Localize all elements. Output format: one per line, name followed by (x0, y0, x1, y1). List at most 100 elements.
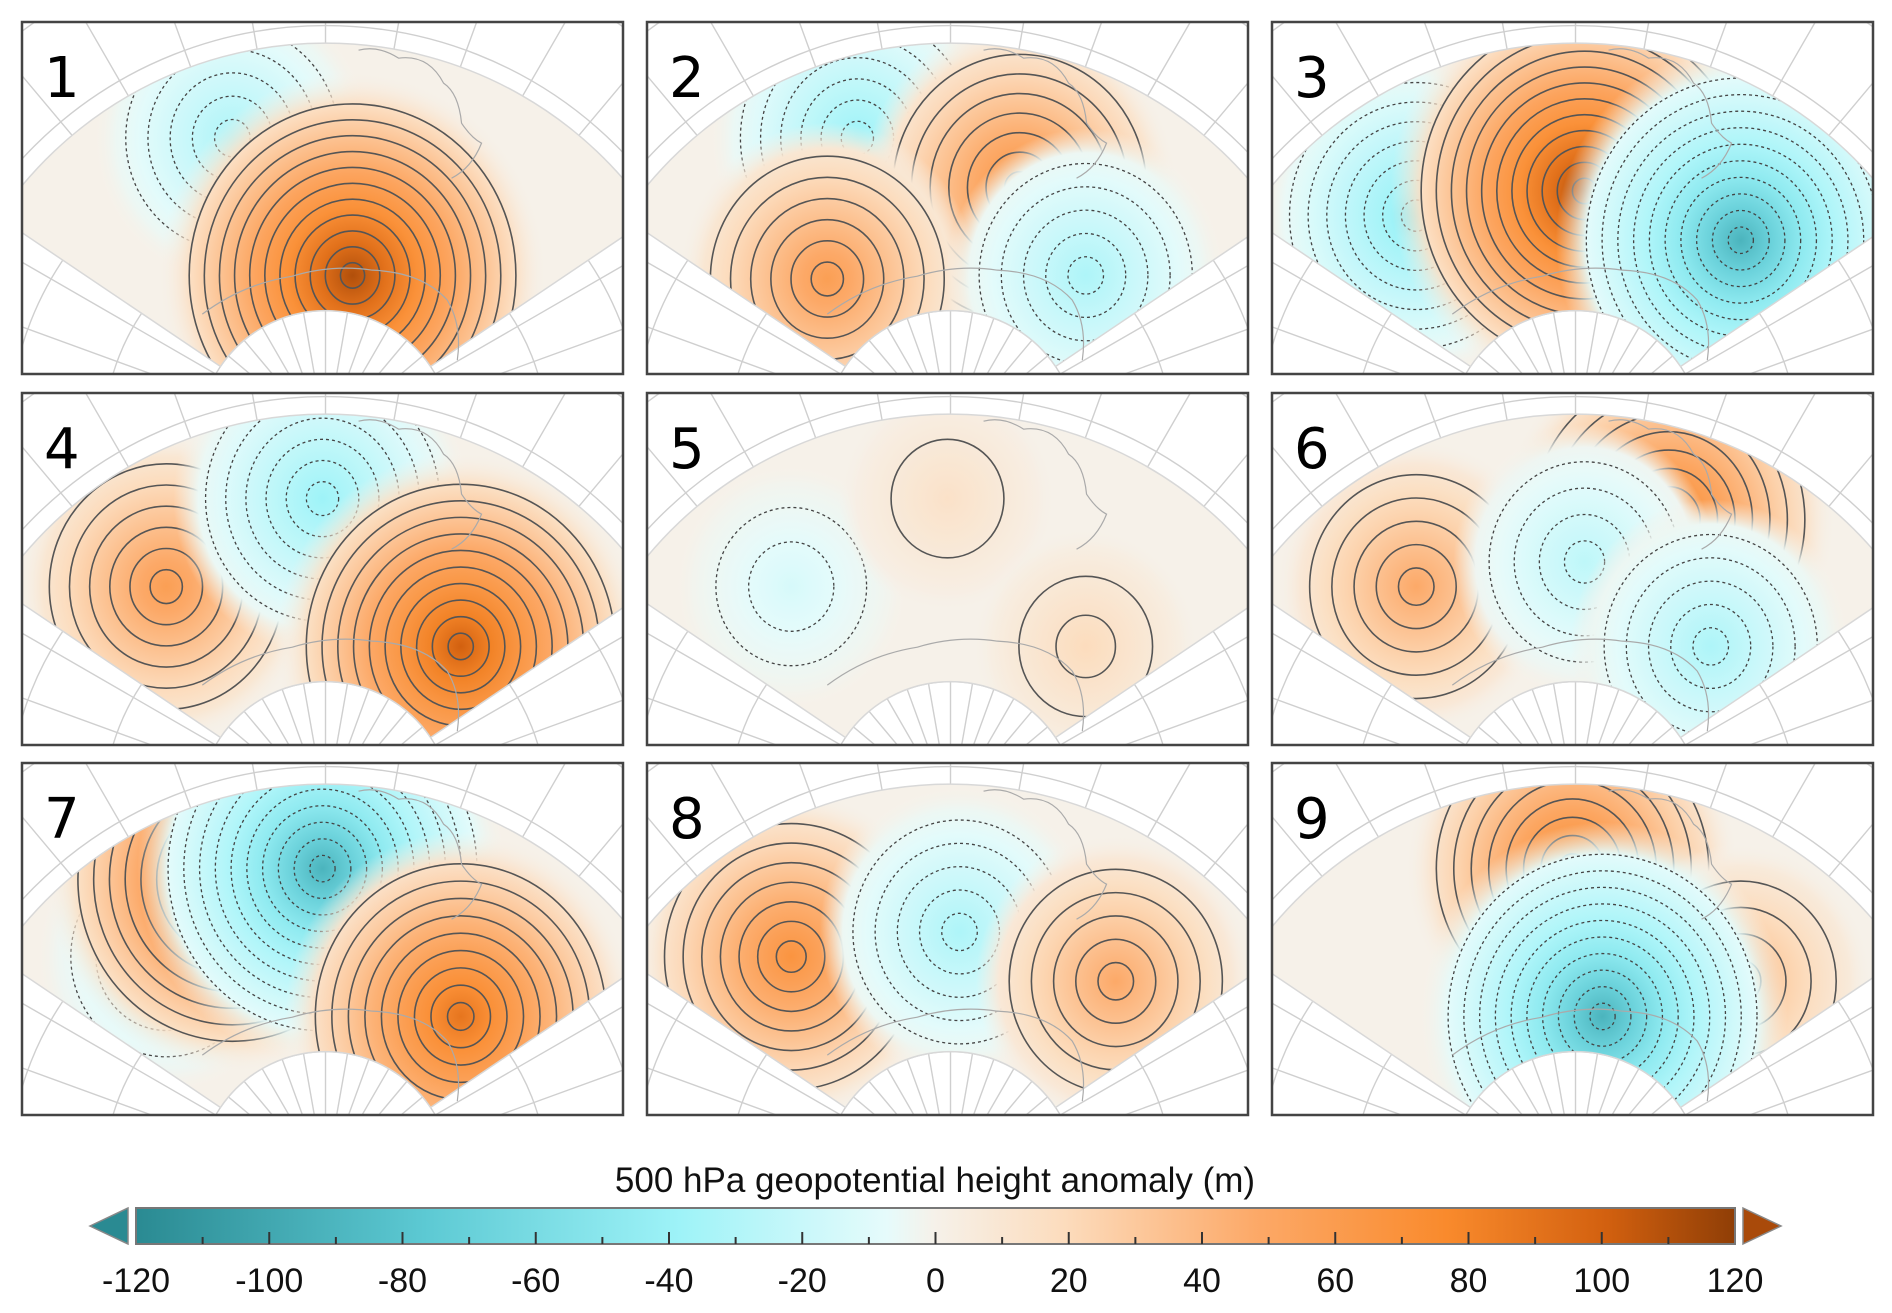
negative-contour (1727, 226, 1755, 255)
positive-contour (770, 218, 885, 340)
colorbar-extend-min-arrow (88, 1206, 129, 1246)
negative-contour (1573, 986, 1632, 1047)
positive-contour (400, 582, 522, 711)
negative-contour (941, 912, 978, 952)
positive-contour (446, 1001, 475, 1032)
negative-contour (1692, 627, 1730, 666)
colorbar-extend-max-arrow (1742, 1206, 1783, 1246)
coastline (201, 1008, 460, 1102)
panel-label: 4 (44, 417, 80, 482)
domain-outline (647, 42, 1248, 368)
coastline (358, 789, 483, 920)
colorbar-tick-labels: -120 -100 -80 -60 -40 -20 0 20 40 60 80 100 120 (102, 1262, 1763, 1300)
anomaly-field (1272, 784, 1873, 1108)
coastline (1451, 267, 1710, 361)
panel-label: 9 (1294, 787, 1330, 852)
colorbar-tick-label: -120 (102, 1262, 170, 1300)
colorbar-tick-label: -60 (511, 1262, 560, 1300)
coastline (983, 789, 1108, 920)
coastline (983, 419, 1108, 550)
negative-contour (1680, 176, 1802, 304)
positive-contour (447, 632, 475, 661)
positive-contour (729, 176, 925, 367)
negative-contour (1664, 160, 1818, 321)
positive-contour (415, 599, 506, 694)
colorbar-tick-label: -40 (644, 1262, 693, 1300)
coastline (1608, 48, 1733, 179)
negative-contour (1045, 232, 1127, 319)
colorbar-tick-label: 20 (1050, 1262, 1088, 1300)
domain-outline (22, 413, 623, 739)
colorbar: 500 hPa geopotential height anomaly (m) … (88, 1161, 1783, 1300)
positive-contour (203, 118, 502, 367)
positive-contour (810, 261, 845, 297)
coastline (1608, 789, 1733, 920)
positive-contour (430, 984, 492, 1049)
panel-frame (20, 20, 625, 376)
positive-contour (1052, 915, 1179, 1048)
positive-contour (397, 949, 525, 1084)
negative-contour (1625, 557, 1796, 736)
positive-contour (1097, 961, 1135, 1001)
panel-frame (645, 20, 1250, 376)
positive-contour (149, 568, 184, 605)
positive-contour (1075, 938, 1157, 1025)
colorbar-title: 500 hPa geopotential height anomaly (m) (615, 1161, 1255, 1200)
negative-contour (293, 838, 352, 900)
panel-label: 7 (44, 787, 80, 852)
positive-contour (218, 134, 487, 367)
negative-contour (1000, 186, 1171, 365)
positive-anomaly-center (158, 71, 547, 367)
negative-contour (1589, 1002, 1616, 1031)
positive-contour (233, 150, 472, 367)
negative-contour (1557, 969, 1648, 1064)
colorbar-tick-label: -80 (378, 1262, 427, 1300)
positive-contour (413, 967, 508, 1066)
negative-contour (1494, 903, 1711, 1108)
negative-contour (1632, 127, 1849, 354)
colorbar-tick-label: 80 (1450, 1262, 1488, 1300)
domain-outline (1272, 413, 1873, 739)
positive-anomaly-center (284, 831, 623, 1108)
anomaly-field (22, 43, 623, 367)
panel-frame (20, 391, 625, 747)
coastline (1608, 419, 1733, 550)
colorbar-tick-label: -20 (778, 1262, 827, 1300)
negative-contour (309, 854, 336, 883)
coastline (1451, 638, 1710, 732)
colorbar-tick-label: 60 (1316, 1262, 1354, 1300)
colorbar-tick-label: 120 (1707, 1262, 1764, 1300)
domain-outline (1272, 783, 1873, 1109)
panel-frame (645, 391, 1250, 747)
positive-anomaly-center (839, 414, 1056, 613)
positive-contour (264, 182, 442, 367)
coastline (983, 48, 1108, 179)
panel-frame (645, 761, 1250, 1117)
panel-label: 2 (669, 46, 705, 111)
positive-contour (339, 261, 366, 289)
negative-contour (1696, 193, 1786, 288)
colorbar-tick-label: 40 (1183, 1262, 1221, 1300)
positive-anomaly-center (275, 452, 623, 738)
negative-contour (1478, 886, 1727, 1108)
positive-contour (248, 166, 457, 367)
colorbar-tick-label: -100 (235, 1262, 303, 1300)
negative-contour (285, 459, 360, 538)
map-panel: 1 (20, 20, 625, 376)
panel-frame (1270, 391, 1875, 747)
coastline (1451, 1008, 1710, 1102)
panel-frame (1270, 20, 1875, 376)
panel-frame (1270, 761, 1875, 1117)
coastline (201, 638, 460, 732)
negative-anomaly-center (1417, 822, 1788, 1108)
positive-contour (431, 615, 490, 678)
positive-anomaly-center (678, 122, 977, 367)
anomaly-field (22, 784, 623, 1108)
anomaly-field (1272, 414, 1873, 738)
positive-contour (790, 240, 865, 318)
negative-contour (1022, 209, 1149, 342)
coastline (201, 267, 460, 361)
panel-label: 1 (44, 46, 80, 111)
